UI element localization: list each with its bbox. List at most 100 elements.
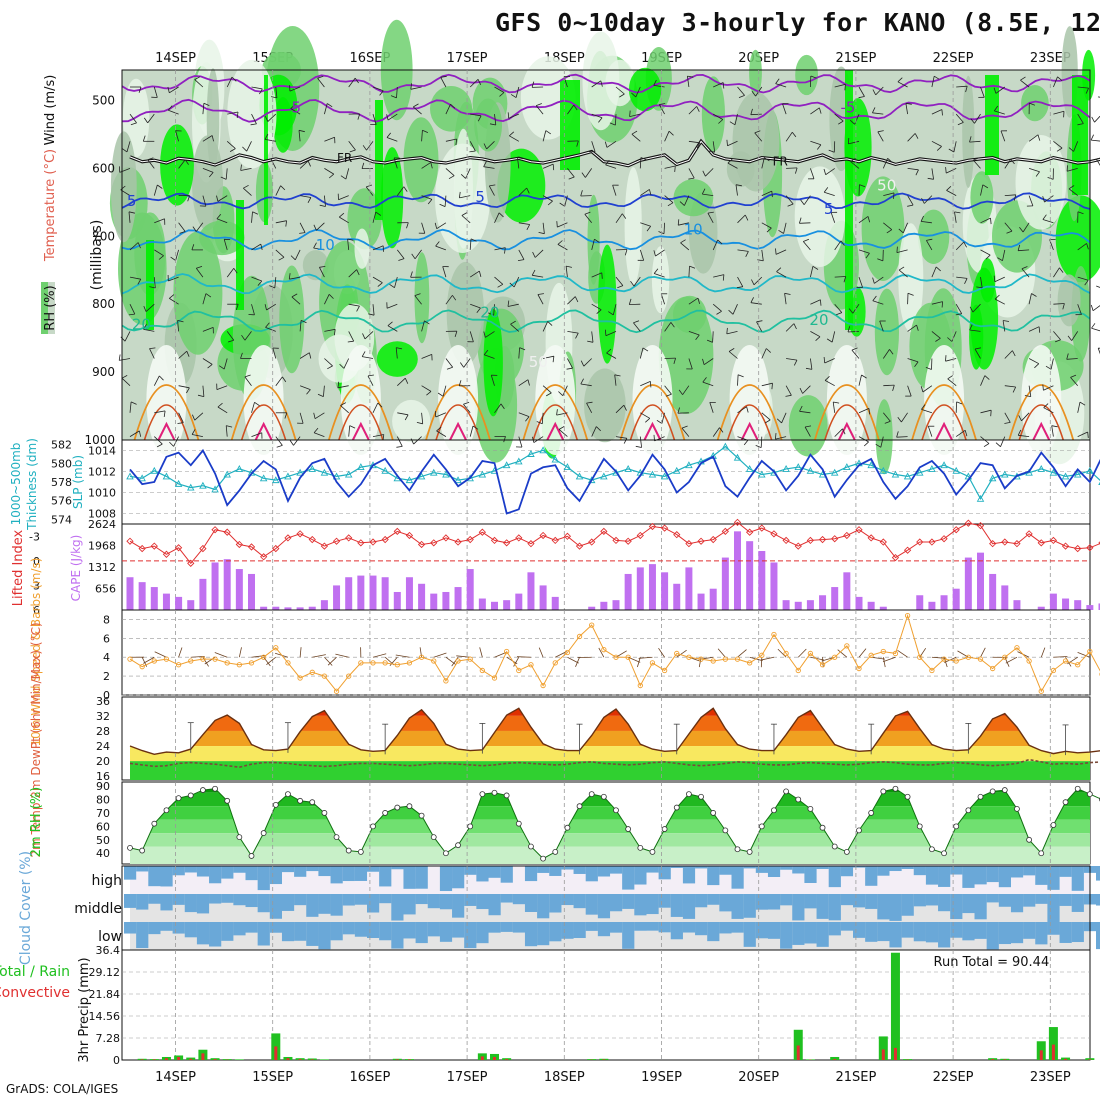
- rh-point: [224, 797, 231, 804]
- lifted-index-point: [989, 540, 997, 548]
- surface-wind-barb: [737, 649, 747, 658]
- wind-barb-flag: [377, 282, 383, 287]
- wind-barb: [848, 140, 860, 145]
- wind-speed-point: [285, 660, 291, 666]
- day-label-top: 14SEP: [155, 51, 196, 66]
- wind-barb-flag: [557, 240, 563, 245]
- wind-barb-flag: [925, 367, 932, 370]
- thickness-point: [357, 463, 365, 471]
- wind-barb: [858, 86, 865, 97]
- wind-barb: [712, 427, 720, 437]
- precip-convective-bar: [505, 1059, 509, 1060]
- credit-label: GrADS: COLA/IGES: [6, 1082, 119, 1096]
- surface-wind-barb: [882, 656, 896, 663]
- wind-barb: [147, 159, 155, 169]
- wind-barb-flag: [137, 279, 142, 285]
- rh-point: [1074, 785, 1081, 792]
- temp-contour-30: [619, 384, 686, 441]
- wind-barb: [175, 130, 179, 142]
- cape-bar: [989, 573, 997, 610]
- wind-barb-flag: [954, 211, 961, 214]
- lifted-index-point: [733, 518, 742, 526]
- cloud-cover-cell: [998, 894, 1011, 907]
- day-label-bottom: 23SEP: [1030, 1070, 1071, 1085]
- wind-barb-flag: [606, 348, 612, 354]
- cloud-cover-cell: [464, 894, 477, 906]
- wind-barb-flag: [990, 218, 992, 225]
- wind-barb: [1070, 377, 1079, 386]
- wind-barb-flag: [933, 75, 940, 80]
- cape-bar: [624, 573, 632, 610]
- wind-barb-flag: [1091, 116, 1095, 123]
- wind-barb-flag: [270, 157, 277, 159]
- wind-barb-flag: [414, 293, 421, 296]
- wind-barb-flag: [1013, 194, 1017, 201]
- wind-barb-flag: [810, 75, 817, 79]
- wind-speed-point: [127, 656, 133, 662]
- cloud-cover-cell: [148, 894, 161, 904]
- lifted-index-point: [952, 526, 960, 534]
- wind-barb-flag: [716, 310, 722, 315]
- precip-tick-label: 29.12: [89, 966, 121, 979]
- wind-tick-label: 6: [103, 632, 110, 645]
- rh-cell: [861, 176, 905, 281]
- thickness-point: [758, 470, 766, 478]
- wind-barb-flag: [288, 273, 291, 280]
- temp-axis-label: 2m Temp 2m DewPt (6hr Min/Max) (°C): [29, 622, 43, 857]
- cape-bar: [515, 593, 523, 610]
- wind-barb: [372, 434, 384, 437]
- wind-speed-point: [783, 650, 789, 657]
- lifted-index-point: [818, 535, 827, 544]
- day-label-bottom: 16SEP: [349, 1070, 390, 1085]
- wind-barb: [591, 426, 597, 437]
- wind-barb-flag: [163, 410, 166, 417]
- rh-point: [795, 796, 802, 803]
- wind-barb: [664, 195, 674, 204]
- precip-convective-bar: [493, 1056, 496, 1060]
- rh-point: [941, 850, 947, 857]
- wind-barb-flag: [771, 191, 773, 198]
- wind-barb: [494, 86, 505, 93]
- wind-barb-flag: [566, 265, 572, 268]
- wind-barb-flag: [510, 94, 517, 98]
- wind-barb-flag: [1085, 87, 1089, 94]
- thickness-point: [332, 472, 341, 480]
- wind-barb-flag: [558, 426, 565, 430]
- cloud-cover-cell: [452, 922, 465, 938]
- cloud-cover-cell: [439, 866, 453, 892]
- cloud-cover-cell: [196, 894, 210, 914]
- cloud-cover-cell: [294, 922, 307, 941]
- wind-speed-point: [297, 675, 303, 681]
- precip-convective-bar: [1051, 1044, 1055, 1060]
- wind-barb: [463, 358, 471, 368]
- wind-barb: [761, 348, 767, 359]
- lifted-index-point: [187, 559, 195, 567]
- slp-tick-label: 1008: [88, 508, 116, 521]
- wind-barb-flag: [244, 374, 251, 378]
- wind-barb: [366, 141, 374, 151]
- wind-barb: [217, 195, 228, 202]
- cloud-cover-cell: [767, 894, 781, 910]
- wind-barb-flag: [702, 377, 707, 383]
- cloud-cover-cell: [415, 894, 428, 905]
- wind-barb: [980, 375, 986, 386]
- wind-barb-flag: [1096, 157, 1100, 160]
- wind-barb-flag: [941, 301, 943, 308]
- wind-barb: [202, 195, 207, 207]
- lifted-index-point: [466, 535, 474, 544]
- wind-barb: [924, 195, 933, 204]
- wind-barb-flag: [1079, 401, 1086, 406]
- wind-barb-flag: [558, 391, 564, 396]
- wind-barb: [629, 113, 641, 117]
- cape-bar: [491, 601, 498, 610]
- wind-barb: [387, 325, 398, 332]
- cloud-cover-cell: [196, 866, 210, 877]
- wind-barb: [1051, 425, 1054, 437]
- temp-contour-35: [143, 404, 190, 441]
- cloud-cover-cell: [840, 894, 854, 906]
- wind-barb-flag: [1054, 339, 1061, 343]
- wind-barb: [688, 106, 697, 115]
- cloud-cover-cell: [1059, 894, 1072, 906]
- wind-barb: [810, 266, 814, 278]
- wind-barb-flag: [596, 426, 601, 432]
